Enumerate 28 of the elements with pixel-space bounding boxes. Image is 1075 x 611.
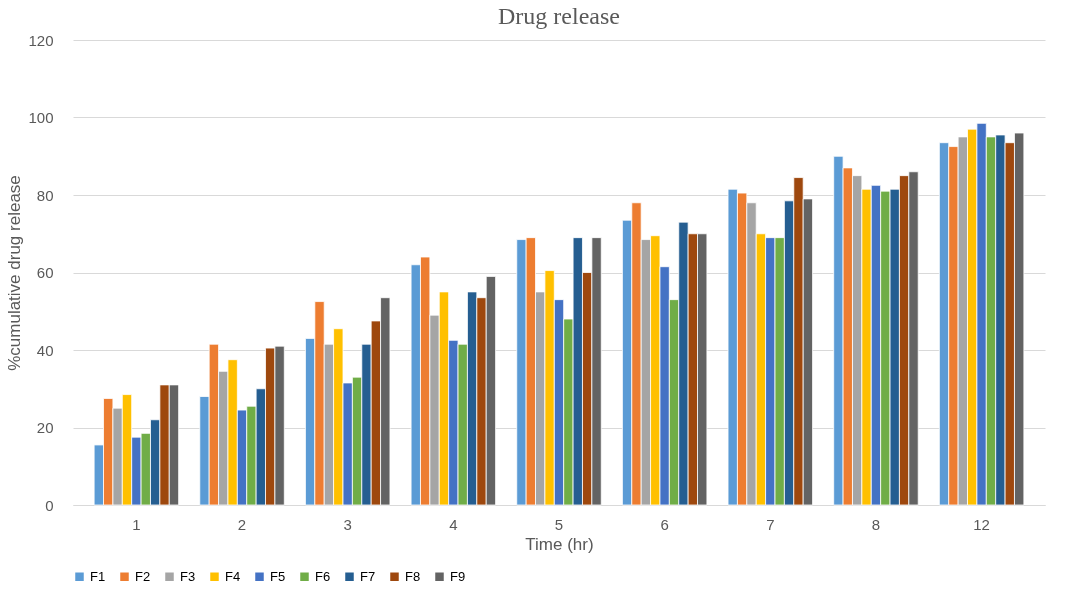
y-tick-label: 40 — [36, 341, 54, 359]
legend-label: F7 — [360, 568, 376, 584]
x-tick-label: 12 — [973, 515, 990, 533]
x-tick-label: 4 — [449, 515, 458, 533]
legend-label: F8 — [405, 568, 421, 584]
y-tick-label: 0 — [45, 496, 54, 514]
y-axis-title: %cumulative drug release — [5, 175, 25, 371]
x-tick-label: 3 — [343, 515, 352, 533]
legend-label: F9 — [450, 568, 466, 584]
y-tick-label: 100 — [28, 109, 54, 126]
legend-label: F5 — [270, 568, 286, 584]
chart-title: Drug release — [498, 3, 620, 29]
legend-label: F6 — [315, 568, 331, 584]
x-tick-label: 6 — [660, 515, 669, 533]
x-tick-label: 7 — [766, 515, 775, 533]
x-tick-label: 1 — [132, 515, 141, 533]
x-tick-label: 2 — [237, 515, 247, 533]
legend-label: F1 — [90, 568, 106, 584]
x-axis-title: Time (hr) — [525, 534, 594, 554]
x-tick-label: 5 — [554, 515, 564, 533]
y-tick-label: 80 — [36, 186, 54, 204]
y-tick-label: 60 — [36, 264, 54, 281]
y-tick-label: 20 — [36, 419, 54, 436]
legend-label: F4 — [225, 568, 241, 584]
x-tick-label: 8 — [871, 515, 881, 533]
legend-label: F2 — [135, 568, 151, 584]
legend-label: F3 — [180, 568, 196, 584]
y-tick-label: 120 — [28, 31, 54, 49]
